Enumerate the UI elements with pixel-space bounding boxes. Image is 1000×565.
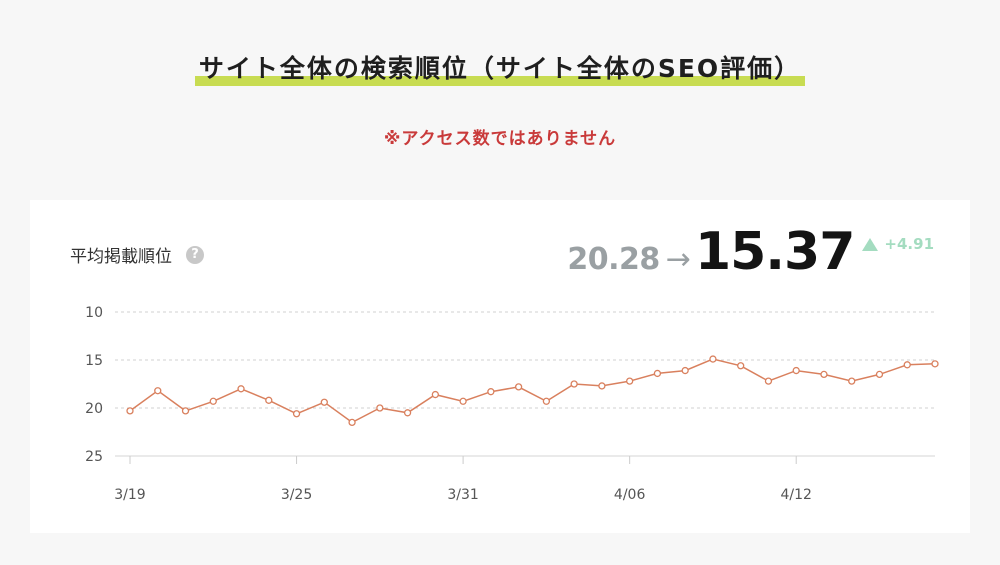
disclaimer-note: ※アクセス数ではありません [383,129,617,149]
delta-value: +4.91 [884,235,934,253]
data-point [820,370,828,379]
x-tick-label: 4/12 [780,487,811,503]
data-point [626,377,634,385]
data-point [737,362,745,370]
x-tick-label: 4/06 [614,487,646,503]
data-point [542,397,551,405]
data-point [320,398,328,406]
delta-indicator: +4.91 [862,235,934,253]
title-area: サイト全体の検索順位（サイト全体のSEO評価） [0,52,1000,86]
data-point [431,390,439,399]
triangle-up-icon [862,237,879,251]
data-point [487,388,495,396]
data-point [459,397,467,405]
y-tick-label: 10 [85,305,103,321]
y-tick-label: 15 [85,353,103,369]
line-chart: 10 15 20 25 3/19 3/25 3/31 4/06 4/12 [85,305,939,503]
data-point [709,355,717,363]
data-point [376,404,384,412]
metric-label-text: 平均掲載順位 [70,247,172,267]
x-tick-label: 3/31 [447,487,478,503]
data-point [265,396,273,404]
data-point [514,383,523,391]
series-line [129,358,936,424]
page-title: サイト全体の検索順位（サイト全体のSEO評価） [194,52,806,86]
data-point [181,407,190,415]
data-point [403,409,412,417]
chart-card: 平均掲載順位 ? 20.28 → 15.37 +4.91 10 15 20 25 3/1… [30,200,970,533]
data-point [681,366,689,375]
data-point [292,410,301,418]
metric-label: 平均掲載順位 ? [70,242,204,267]
data-point [348,418,356,427]
data-point [764,377,773,385]
data-point [653,369,662,378]
metric-values: 20.28 → 15.37 +4.91 [567,222,934,292]
data-point [237,385,245,393]
data-point [598,382,606,390]
previous-value: 20.28 [567,242,660,277]
data-point [931,360,939,368]
x-tick-label: 3/25 [281,487,312,503]
data-point [570,380,578,388]
data-point [903,361,911,369]
data-point [154,387,162,395]
data-point [848,377,856,385]
current-value: 15.37 [694,222,855,282]
data-point [209,397,217,405]
arrow-right-icon: → [665,242,691,277]
y-tick-label: 20 [85,401,103,417]
help-icon[interactable]: ? [186,245,204,264]
x-tick-label: 3/19 [114,487,145,503]
y-tick-label: 25 [85,449,103,465]
data-point [875,370,884,379]
data-point [126,407,134,415]
data-point [792,366,800,375]
